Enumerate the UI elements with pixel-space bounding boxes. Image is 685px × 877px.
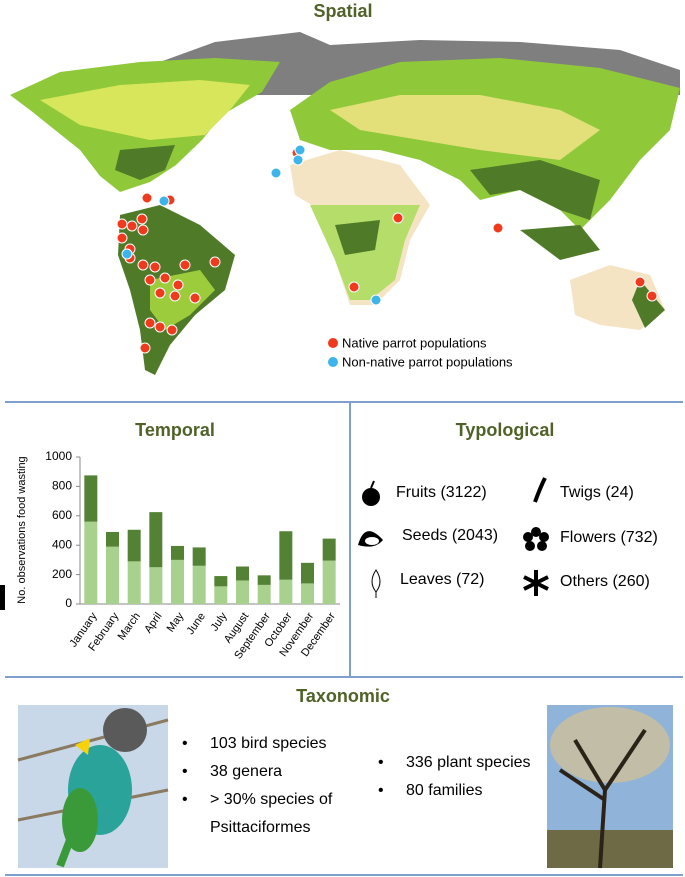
list-item: > 30% species of Psittaciformes [182, 786, 362, 842]
x-tick-label: April [142, 611, 164, 636]
bar-segment [322, 560, 336, 604]
legend-label: Native parrot populations [342, 335, 487, 350]
y-tick-label: 400 [52, 537, 72, 551]
bar-segment [301, 562, 314, 584]
bar-segment [192, 547, 206, 566]
bar-segment [171, 545, 184, 560]
bar-segment [214, 576, 228, 587]
bar-segment [322, 538, 336, 561]
category-label: Others (260) [560, 573, 650, 590]
y-tick-label: 1000 [45, 449, 72, 463]
bar-segment [279, 531, 293, 580]
list-item: 103 bird species [182, 730, 362, 758]
x-tick-label: March [116, 611, 143, 643]
bar-segment [149, 512, 163, 568]
tree-photo [547, 705, 673, 869]
bar-segment [84, 475, 98, 522]
bar-segment [257, 575, 271, 585]
bar-segment [192, 565, 206, 604]
bar-segment [84, 521, 98, 604]
section-title: Taxonomic [296, 686, 390, 706]
plant-list: 336 plant species 80 families [378, 749, 553, 805]
legend-swatch [328, 338, 338, 348]
list-item: 336 plant species [378, 749, 553, 777]
animal-list: 103 bird species 38 genera > 30% species… [182, 730, 362, 842]
category-label: Leaves (72) [400, 571, 485, 588]
population-markers [116, 144, 658, 354]
list-item: 80 families [378, 777, 553, 805]
section-title: Typological [456, 420, 555, 440]
bar-segment [301, 583, 314, 604]
bar-segment [106, 546, 119, 604]
x-tick-label: May [165, 610, 187, 634]
bar-segment [127, 529, 141, 562]
bar-segment [171, 559, 184, 604]
list-item: 38 genera [182, 758, 362, 786]
category-label: Twigs (24) [560, 484, 634, 501]
bar-segment [257, 584, 271, 604]
y-axis-label: No. observations food wasting [16, 456, 28, 603]
world-map [10, 32, 680, 375]
edge-mark [0, 585, 5, 610]
y-tick-label: 600 [52, 508, 72, 522]
legend-label: Non-native parrot populations [342, 354, 513, 369]
bar-segment [214, 586, 228, 604]
bar-segment [236, 566, 249, 581]
bar-segment [106, 531, 119, 547]
y-tick-label: 200 [52, 567, 72, 581]
section-title: Temporal [135, 420, 215, 440]
legend-swatch [328, 357, 338, 367]
category-label: Seeds (2043) [402, 527, 498, 544]
icons [358, 477, 549, 598]
category-label: Flowers (732) [560, 529, 658, 546]
y-tick-label: 0 [65, 596, 72, 610]
section-title: Spatial [313, 1, 372, 21]
parrot-photo [17, 705, 169, 868]
y-tick-label: 800 [52, 479, 72, 493]
bar-segment [149, 567, 163, 604]
x-tick-label: June [184, 611, 208, 637]
bar-segment [127, 561, 141, 604]
bar-segment [236, 580, 249, 604]
bar-segment [279, 579, 293, 604]
category-label: Fruits (3122) [396, 484, 487, 501]
